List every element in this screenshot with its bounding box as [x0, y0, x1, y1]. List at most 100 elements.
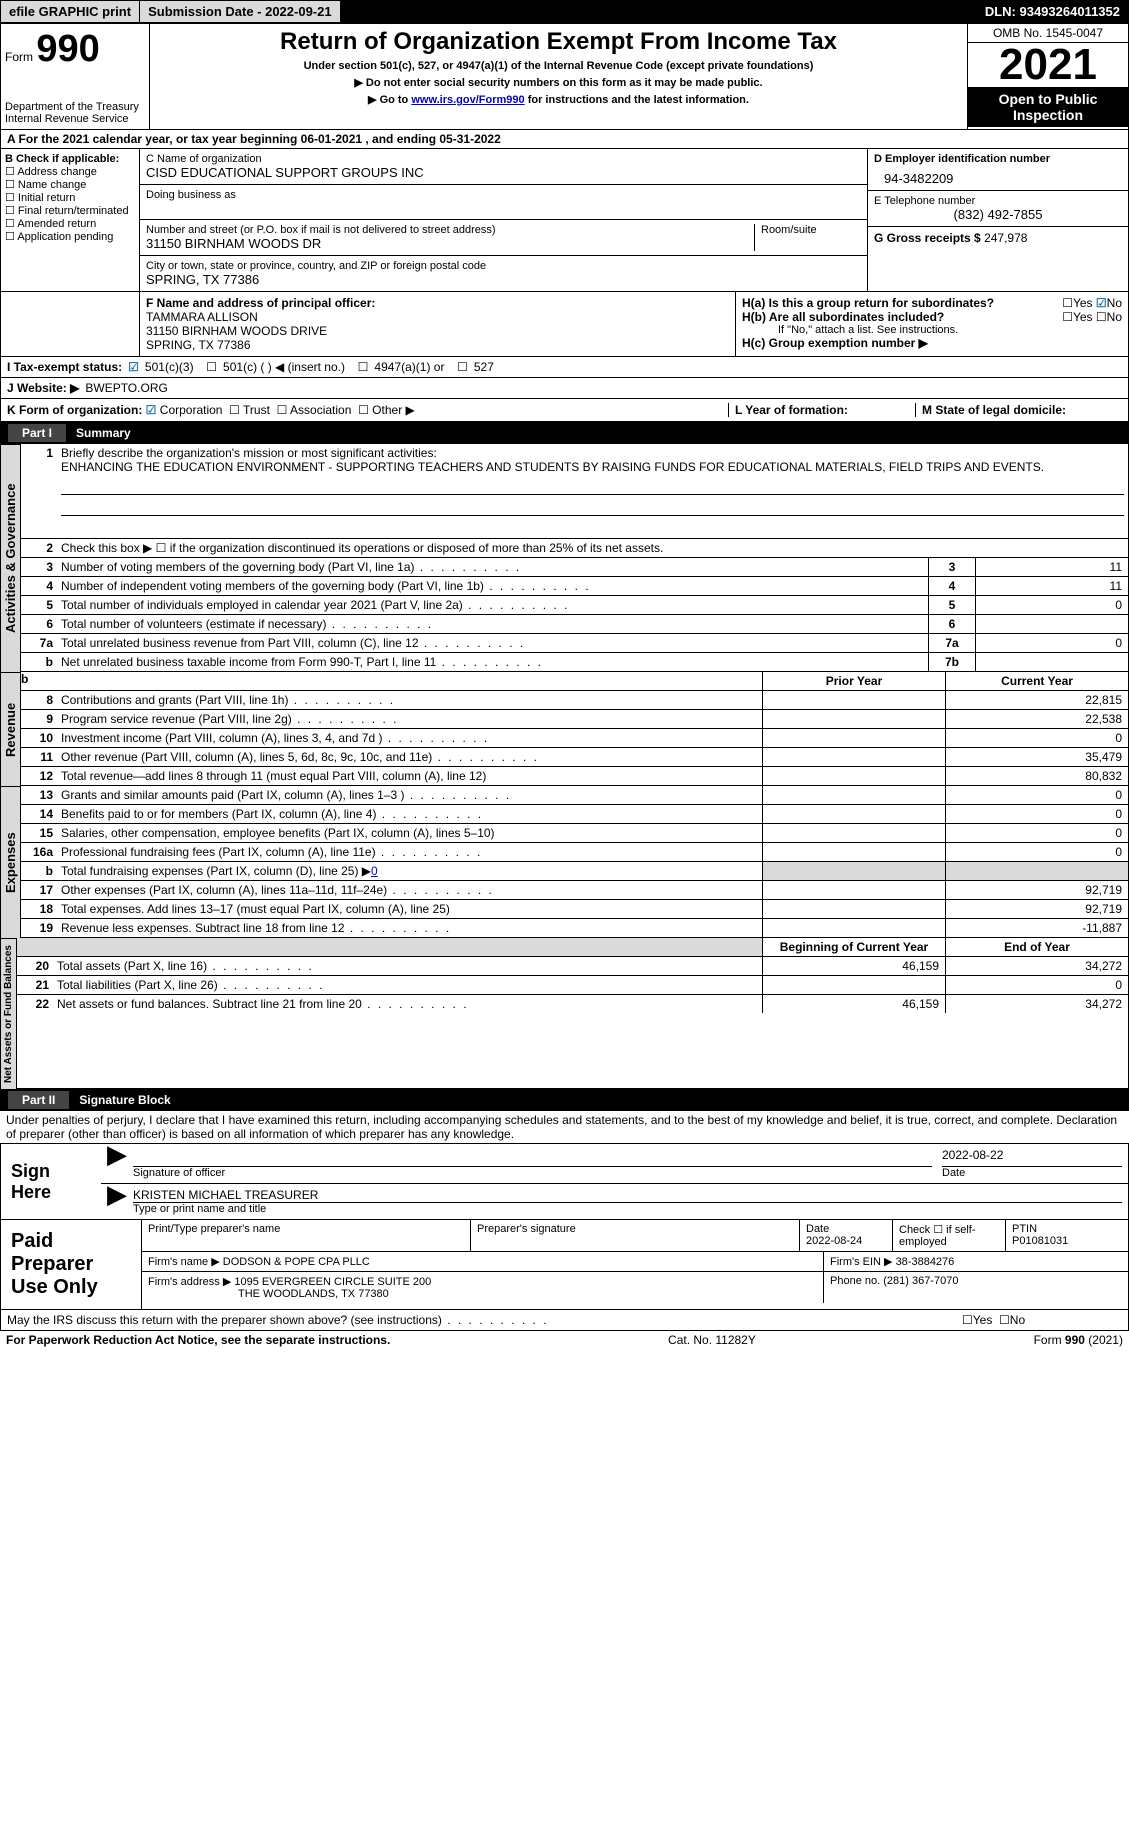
ha-row: H(a) Is this a group return for subordin…: [742, 296, 1122, 310]
opt-pending[interactable]: ☐ Application pending: [5, 230, 135, 243]
line11-val: 35,479: [945, 748, 1128, 766]
mission-text: ENHANCING THE EDUCATION ENVIRONMENT - SU…: [61, 460, 1044, 474]
line4-desc: Number of independent voting members of …: [57, 577, 928, 595]
line8-desc: Contributions and grants (Part VIII, lin…: [57, 691, 762, 709]
hc-row: H(c) Group exemption number ▶: [742, 336, 1122, 350]
line12-desc: Total revenue—add lines 8 through 11 (mu…: [57, 767, 762, 785]
ein-val: 94-3482209: [874, 165, 1122, 186]
preparer-label: Paid Preparer Use Only: [1, 1220, 142, 1309]
arrow-icon: ▶: [107, 1148, 133, 1179]
dba-label: Doing business as: [146, 189, 861, 201]
officer-addr: 31150 BIRNHAM WOODS DRIVE: [146, 324, 729, 338]
city-val: SPRING, TX 77386: [146, 272, 861, 287]
ag-label: Activities & Governance: [0, 444, 21, 672]
opt-final[interactable]: ☐ Final return/terminated: [5, 204, 135, 217]
form-word: Form: [5, 50, 33, 64]
c-name-label: C Name of organization: [146, 153, 861, 165]
line17-desc: Other expenses (Part IX, column (A), lin…: [57, 881, 762, 899]
tax-year: 2021: [968, 43, 1128, 87]
line6-val: [975, 615, 1128, 633]
expenses-section: Expenses 13Grants and similar amounts pa…: [0, 786, 1129, 938]
officer-city: SPRING, TX 77386: [146, 338, 729, 352]
line16b-desc: Total fundraising expenses (Part IX, col…: [57, 862, 762, 880]
submission-date: Submission Date - 2022-09-21: [140, 1, 341, 22]
line12-val: 80,832: [945, 767, 1128, 785]
line11-desc: Other revenue (Part VIII, column (A), li…: [57, 748, 762, 766]
hb-row: H(b) Are all subordinates included? ☐Yes…: [742, 310, 1122, 324]
print-name-label: Type or print name and title: [133, 1203, 1122, 1215]
form-header: Form 990 Department of the Treasury Inte…: [0, 23, 1129, 130]
opt-amended[interactable]: ☐ Amended return: [5, 217, 135, 230]
line15-desc: Salaries, other compensation, employee b…: [57, 824, 762, 842]
opt-name[interactable]: ☐ Name change: [5, 178, 135, 191]
line9-val: 22,538: [945, 710, 1128, 728]
row-a-period: A For the 2021 calendar year, or tax yea…: [0, 130, 1129, 149]
line6-desc: Total number of volunteers (estimate if …: [57, 615, 928, 633]
curr-year-h: Current Year: [945, 672, 1128, 690]
line16a-val: 0: [945, 843, 1128, 861]
city-label: City or town, state or province, country…: [146, 260, 861, 272]
ptin-val: P01081031: [1012, 1235, 1068, 1247]
line3-val: 11: [975, 558, 1128, 576]
exp-label: Expenses: [0, 786, 21, 938]
firm-name: DODSON & POPE CPA PLLC: [223, 1256, 370, 1268]
officer-name: TAMMARA ALLISON: [146, 310, 729, 324]
line16a-desc: Professional fundraising fees (Part IX, …: [57, 843, 762, 861]
line22-val: 34,272: [945, 995, 1128, 1013]
penalties-text: Under penalties of perjury, I declare th…: [0, 1111, 1129, 1143]
footer-row: For Paperwork Reduction Act Notice, see …: [0, 1331, 1129, 1349]
b-label: B Check if applicable:: [5, 153, 135, 165]
sign-date: 2022-08-22: [942, 1148, 1122, 1167]
date-label: Date: [942, 1167, 1122, 1179]
line8-val: 22,815: [945, 691, 1128, 709]
efile-print-button[interactable]: efile GRAPHIC print: [1, 1, 140, 22]
line14-val: 0: [945, 805, 1128, 823]
org-name: CISD EDUCATIONAL SUPPORT GROUPS INC: [146, 165, 861, 180]
subtitle-1: Under section 501(c), 527, or 4947(a)(1)…: [154, 60, 963, 72]
footer-right: Form 990 (2021): [1034, 1333, 1123, 1347]
line7a-desc: Total unrelated business revenue from Pa…: [57, 634, 928, 652]
line18-val: 92,719: [945, 900, 1128, 918]
sign-block: Sign Here ▶ Signature of officer 2022-08…: [0, 1143, 1129, 1220]
firm-addr: 1095 EVERGREEN CIRCLE SUITE 200: [234, 1276, 431, 1288]
line2-desc: Check this box ▶ ☐ if the organization d…: [57, 539, 1128, 557]
line10-val: 0: [945, 729, 1128, 747]
row-j: J Website: ▶ BWEPTO.ORG: [0, 378, 1129, 399]
footer-left: For Paperwork Reduction Act Notice, see …: [6, 1333, 390, 1347]
dln-text: DLN: 93493264011352: [341, 1, 1128, 22]
open-inspection: Open to Public Inspection: [968, 87, 1128, 127]
line5-desc: Total number of individuals employed in …: [57, 596, 928, 614]
line17-val: 92,719: [945, 881, 1128, 899]
preparer-block: Paid Preparer Use Only Print/Type prepar…: [0, 1220, 1129, 1310]
beg-year-h: Beginning of Current Year: [762, 938, 945, 956]
opt-address[interactable]: ☐ Address change: [5, 165, 135, 178]
discuss-row: May the IRS discuss this return with the…: [0, 1310, 1129, 1331]
section-fh: F Name and address of principal officer:…: [0, 292, 1129, 357]
prior-year-h: Prior Year: [762, 672, 945, 690]
goto-suffix: for instructions and the latest informat…: [525, 94, 749, 106]
line5-val: 0: [975, 596, 1128, 614]
line19-val: -11,887: [945, 919, 1128, 937]
line15-val: 0: [945, 824, 1128, 842]
line10-desc: Investment income (Part VIII, column (A)…: [57, 729, 762, 747]
line20-prior: 46,159: [762, 957, 945, 975]
line20-desc: Total assets (Part X, line 16): [53, 957, 762, 975]
irs-text: Internal Revenue Service: [5, 113, 145, 125]
netassets-section: Net Assets or Fund Balances Beginning of…: [0, 938, 1129, 1089]
rev-label: Revenue: [0, 672, 21, 786]
line4-val: 11: [975, 577, 1128, 595]
line13-desc: Grants and similar amounts paid (Part IX…: [57, 786, 762, 804]
irs-link[interactable]: www.irs.gov/Form990: [411, 94, 524, 106]
end-year-h: End of Year: [945, 938, 1128, 956]
line7a-val: 0: [975, 634, 1128, 652]
addr-val: 31150 BIRNHAM WOODS DR: [146, 236, 754, 251]
line7b-desc: Net unrelated business taxable income fr…: [57, 653, 928, 671]
website-val[interactable]: BWEPTO.ORG: [85, 381, 167, 395]
opt-initial[interactable]: ☐ Initial return: [5, 191, 135, 204]
row-klm: K Form of organization: ☑ Corporation ☐ …: [0, 399, 1129, 422]
line13-val: 0: [945, 786, 1128, 804]
firm-ein: 38-3884276: [896, 1256, 955, 1268]
part-2-header: Part II Signature Block: [0, 1089, 1129, 1111]
section-bcdeg: B Check if applicable: ☐ Address change …: [0, 149, 1129, 292]
line19-desc: Revenue less expenses. Subtract line 18 …: [57, 919, 762, 937]
